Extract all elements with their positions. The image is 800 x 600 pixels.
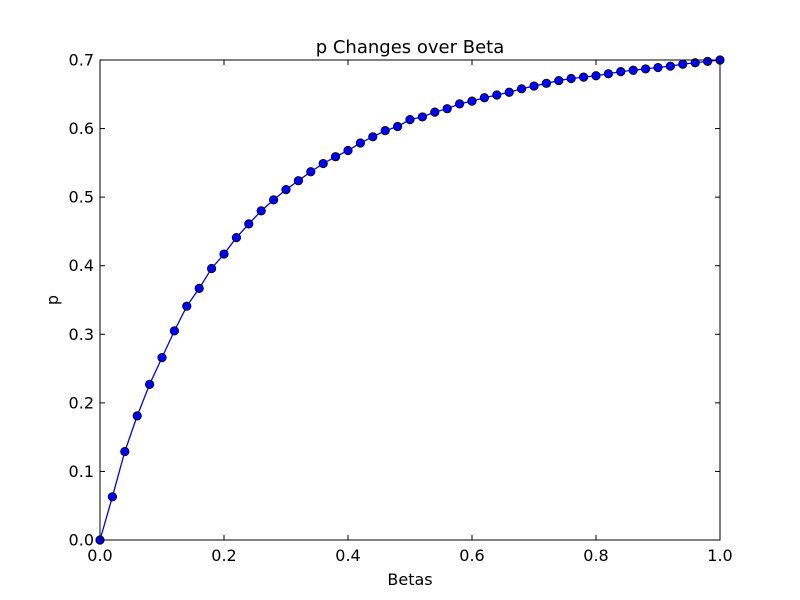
y-tick-label: 0.1 — [69, 462, 94, 481]
data-point — [578, 72, 589, 82]
data-point — [355, 138, 365, 148]
data-point — [293, 176, 303, 186]
data-point — [244, 219, 254, 229]
y-tick-label: 0.3 — [69, 325, 94, 344]
axes: 0.0 0.2 0.4 0.6 0.8 1.0 0.0 0.1 0.2 0.3 0.4 0.5 0.6 0… — [69, 51, 733, 566]
data-point — [430, 107, 440, 117]
y-axis-label: p — [43, 295, 62, 305]
data-point — [467, 96, 477, 106]
y-tick-label: 0.2 — [69, 393, 94, 412]
data-point — [306, 167, 316, 177]
data-point — [157, 352, 167, 363]
x-tick-label: 0.4 — [335, 546, 360, 565]
data-point — [417, 112, 427, 122]
data-point — [516, 84, 527, 94]
data-point — [678, 59, 688, 69]
data-point — [207, 263, 217, 274]
data-point — [281, 185, 291, 195]
data-point — [529, 81, 539, 91]
data-point — [231, 233, 241, 243]
x-tick-label: 0.8 — [583, 546, 608, 565]
data-point — [194, 283, 204, 293]
plot-area — [95, 55, 725, 545]
x-tick-label: 0.2 — [211, 546, 236, 565]
data-point — [107, 492, 118, 502]
data-point — [628, 65, 638, 75]
data-point — [616, 67, 626, 77]
data-point — [256, 206, 266, 216]
x-tick-label: 0.6 — [459, 546, 484, 565]
data-point — [603, 69, 614, 79]
data-point — [454, 99, 465, 109]
data-point — [554, 75, 564, 86]
data-point — [566, 73, 576, 84]
data-point — [120, 446, 130, 457]
data-point — [268, 195, 279, 205]
data-point — [640, 64, 651, 74]
data-point — [492, 90, 502, 100]
data-point — [343, 145, 353, 156]
data-point — [392, 121, 403, 132]
data-point — [368, 132, 378, 142]
data-point — [591, 71, 601, 81]
data-point — [380, 126, 390, 136]
data-point — [219, 249, 229, 259]
data-point — [541, 78, 552, 88]
data-point — [318, 158, 328, 169]
y-tick-label: 0.6 — [69, 119, 94, 138]
data-point — [442, 104, 452, 114]
data-point — [665, 61, 676, 71]
data-point — [330, 152, 341, 162]
data-point — [690, 58, 700, 68]
data-point — [182, 301, 192, 311]
data-point — [653, 62, 663, 73]
y-tick-label: 0.0 — [69, 531, 94, 550]
y-tick-label: 0.4 — [69, 256, 94, 275]
x-tick-label: 1.0 — [707, 546, 732, 565]
x-axis-label: Betas — [387, 570, 432, 589]
data-point — [702, 56, 713, 66]
y-tick-label: 0.5 — [69, 188, 94, 207]
data-point — [405, 115, 415, 125]
x-tick-label: 0.0 — [87, 546, 112, 565]
data-point — [479, 93, 489, 103]
chart-title: p Changes over Beta — [316, 37, 505, 58]
plot-frame — [99, 59, 721, 541]
data-point — [145, 379, 155, 389]
data-point — [504, 87, 514, 97]
data-point — [132, 411, 142, 421]
y-tick-label: 0.7 — [69, 51, 94, 70]
data-point — [169, 326, 179, 336]
